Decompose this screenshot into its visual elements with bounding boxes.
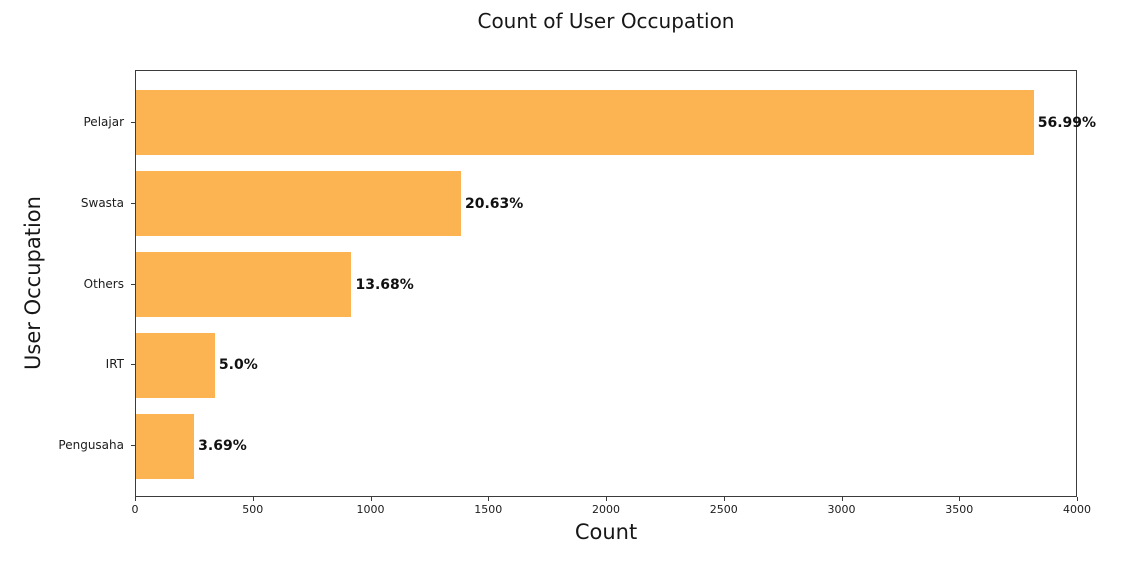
x-tick-mark	[959, 497, 961, 501]
y-tick-label: Others	[83, 276, 124, 291]
x-tick-label: 0	[131, 503, 139, 516]
y-tick-mark	[131, 364, 135, 366]
y-tick-mark	[131, 283, 135, 285]
x-tick-label: 1000	[356, 503, 385, 516]
x-tick-mark	[841, 497, 843, 501]
plot-area: 56.99% 20.63% 13.68% 5.0% 3.69%	[135, 70, 1096, 497]
x-tick-mark	[135, 497, 136, 501]
x-tick-mark	[1077, 497, 1078, 501]
bar-irt	[136, 333, 215, 398]
chart-title: Count of User Occupation	[477, 9, 735, 33]
y-tick-label: Pengusaha	[58, 438, 124, 453]
x-tick-label: 3500	[945, 503, 974, 516]
bar-value-label: 56.99%	[1037, 114, 1097, 131]
x-tick-mark	[252, 497, 254, 501]
x-tick-mark	[370, 497, 372, 501]
bar-swasta	[136, 171, 461, 236]
x-tick-mark	[723, 497, 725, 501]
x-tick-label: 2000	[592, 503, 620, 516]
x-tick-label: 500	[242, 503, 264, 516]
bar-value-label: 3.69%	[198, 438, 247, 455]
x-tick-label: 3000	[827, 503, 856, 516]
bar-value-label: 13.68%	[355, 276, 414, 293]
x-tick-mark	[606, 497, 607, 501]
bar-value-label: 5.0%	[218, 357, 258, 374]
x-tick-label: 1500	[474, 503, 503, 516]
y-tick-mark	[131, 121, 135, 123]
x-tick-label: 4000	[1063, 503, 1091, 516]
x-axis-label: Count	[574, 520, 638, 544]
y-tick-mark	[131, 202, 135, 204]
bar-pengusaha	[136, 413, 195, 479]
bar-pelajar	[136, 90, 1034, 156]
x-tick-mark	[488, 497, 490, 501]
y-tick-label: Swasta	[80, 195, 124, 210]
y-tick-mark	[131, 445, 135, 447]
x-tick-label: 2500	[709, 503, 738, 516]
bar-value-label: 20.63%	[464, 195, 524, 212]
y-tick-label: IRT	[105, 357, 124, 372]
bar-others	[136, 252, 352, 317]
y-tick-label: Pelajar	[83, 114, 125, 129]
